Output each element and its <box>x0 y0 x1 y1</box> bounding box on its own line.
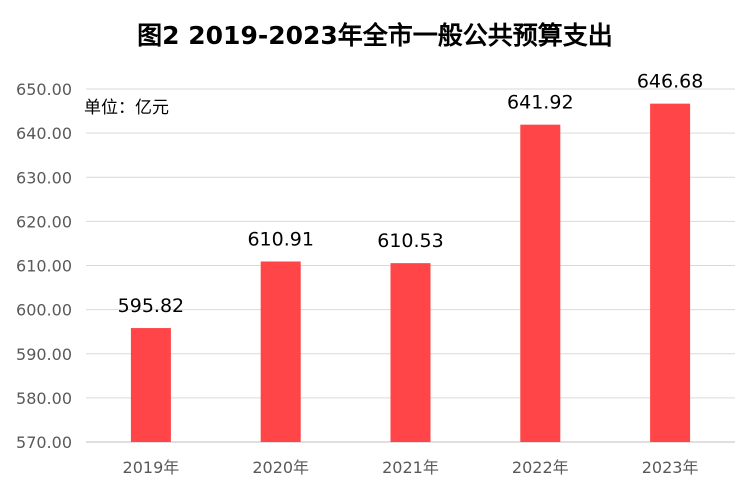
y-axis-ticks: 570.00 580.00 590.00 600.00 610.00 620.00 630.… <box>16 80 72 452</box>
data-label: 646.68 <box>637 71 703 93</box>
x-tick-label: 2020年 <box>252 458 309 477</box>
y-tick-label: 640.00 <box>16 124 72 143</box>
data-label: 610.53 <box>377 230 443 252</box>
y-tick-label: 580.00 <box>16 389 72 408</box>
data-label: 610.91 <box>247 228 313 250</box>
y-tick-label: 620.00 <box>16 212 72 231</box>
x-axis-ticks: 2019年 2020年 2021年 2022年 2023年 <box>123 458 699 477</box>
y-tick-label: 650.00 <box>16 80 72 99</box>
bars <box>130 103 691 442</box>
y-tick-label: 600.00 <box>16 301 72 320</box>
y-tick-label: 590.00 <box>16 345 72 364</box>
bar <box>130 328 171 442</box>
y-tick-label: 570.00 <box>16 433 72 452</box>
data-label: 641.92 <box>507 92 573 114</box>
bar <box>650 103 691 442</box>
chart-title: 图2 2019-2023年全市一般公共预算支出 <box>137 21 613 50</box>
y-tick-label: 610.00 <box>16 257 72 276</box>
unit-label: 单位：亿元 <box>84 98 169 118</box>
bar <box>390 263 431 442</box>
x-tick-label: 2022年 <box>512 458 569 477</box>
x-tick-label: 2021年 <box>382 458 439 477</box>
x-tick-label: 2019年 <box>123 458 180 477</box>
x-tick-label: 2023年 <box>642 458 699 477</box>
y-tick-label: 630.00 <box>16 168 72 187</box>
bar <box>260 261 301 442</box>
data-label: 595.82 <box>118 295 184 317</box>
data-labels: 595.82 610.91 610.53 641.92 646.68 <box>118 71 704 317</box>
bar <box>520 124 561 442</box>
